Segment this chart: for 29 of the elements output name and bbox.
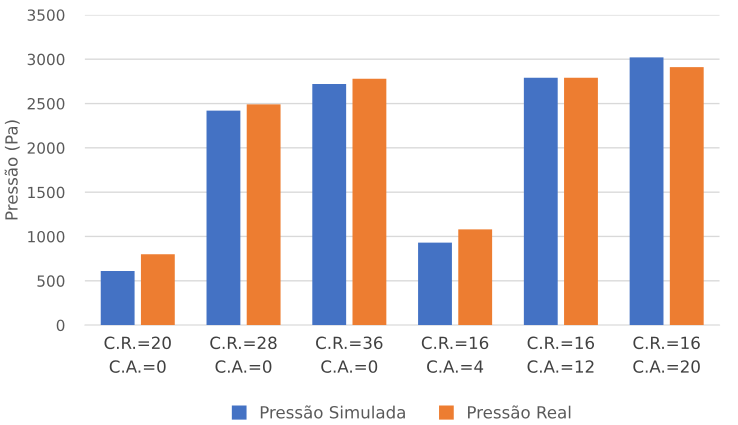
bar bbox=[246, 104, 281, 326]
bar bbox=[524, 78, 558, 326]
y-tick-label: 3000 bbox=[28, 54, 64, 66]
bar bbox=[352, 78, 386, 326]
y-tick-label: 1000 bbox=[28, 230, 64, 243]
legend-label: Pressão Simulada bbox=[260, 405, 405, 419]
y-tick-label: 0 bbox=[56, 320, 64, 332]
y-axis-title: Pressão (Pa) bbox=[4, 120, 20, 220]
x-tick-label: C.R.=28 C.A.=0 bbox=[210, 336, 277, 373]
y-tick-label: 2500 bbox=[28, 98, 64, 110]
bar bbox=[670, 67, 704, 326]
bar bbox=[140, 254, 175, 326]
bar bbox=[418, 242, 452, 326]
bar bbox=[312, 84, 346, 326]
y-tick-label: 2000 bbox=[28, 142, 64, 154]
x-tick-label: C.R.=20 C.A.=0 bbox=[104, 336, 171, 373]
bar bbox=[206, 110, 240, 326]
y-tick-label: 3500 bbox=[28, 9, 64, 21]
bar bbox=[564, 78, 598, 326]
legend-label: Pressão Real bbox=[468, 405, 570, 419]
y-tick-label: 500 bbox=[37, 275, 64, 287]
bar bbox=[630, 57, 664, 326]
x-tick-label: C.R.=16 C.A.=20 bbox=[633, 336, 700, 373]
x-tick-label: C.R.=36 C.A.=0 bbox=[316, 336, 382, 373]
bar bbox=[100, 271, 135, 326]
x-tick-label: C.R.=16 C.A.=12 bbox=[528, 336, 594, 373]
x-tick-label: C.R.=16 C.A.=4 bbox=[422, 336, 488, 373]
bar bbox=[458, 229, 492, 326]
y-tick-label: 1500 bbox=[28, 186, 64, 198]
